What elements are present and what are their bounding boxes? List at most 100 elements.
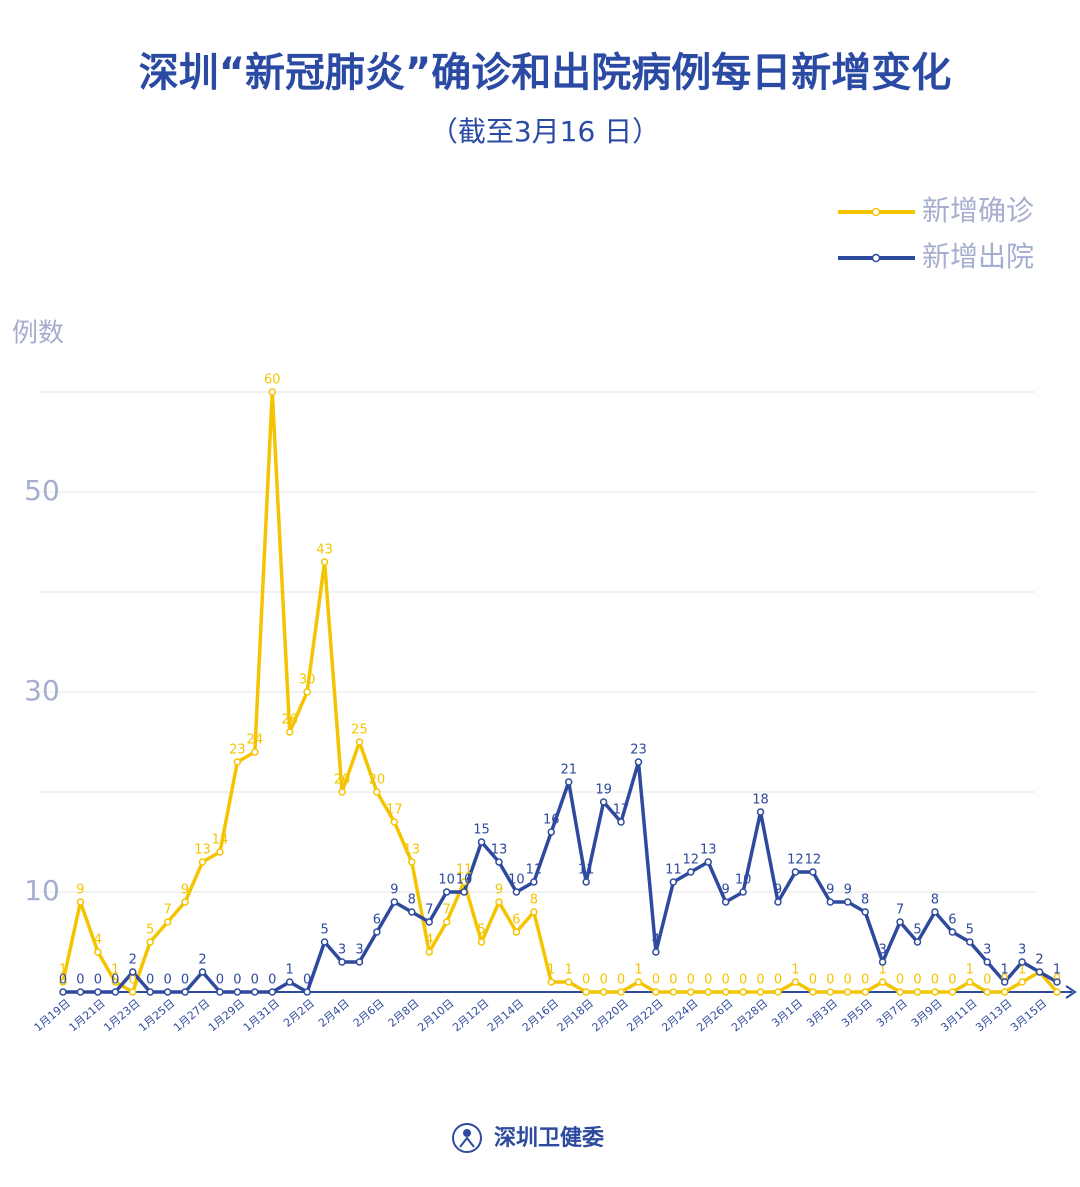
point bbox=[94, 988, 102, 996]
point bbox=[1000, 978, 1009, 986]
point bbox=[285, 728, 294, 736]
data-label: 2 bbox=[1035, 953, 1043, 968]
point bbox=[634, 978, 643, 986]
point bbox=[1035, 968, 1044, 976]
point bbox=[94, 948, 102, 956]
point bbox=[163, 988, 172, 996]
data-label: 21 bbox=[560, 763, 577, 778]
logo-body bbox=[459, 1136, 475, 1148]
point bbox=[216, 988, 224, 996]
data-label: 17 bbox=[613, 803, 630, 818]
data-label: 9 bbox=[844, 883, 852, 898]
data-label: 10 bbox=[456, 873, 473, 888]
point bbox=[477, 938, 486, 946]
data-label: 5 bbox=[966, 923, 974, 938]
data-label: 0 bbox=[181, 973, 189, 988]
data-label: 7 bbox=[425, 903, 433, 918]
point bbox=[129, 968, 137, 976]
point bbox=[948, 928, 957, 936]
point bbox=[826, 988, 835, 996]
point bbox=[338, 788, 346, 796]
point bbox=[530, 878, 538, 886]
point bbox=[495, 858, 503, 866]
point bbox=[843, 988, 852, 996]
data-label: 23 bbox=[229, 743, 246, 758]
point bbox=[181, 898, 189, 906]
point bbox=[687, 988, 695, 996]
data-label: 24 bbox=[247, 733, 264, 748]
data-label: 13 bbox=[700, 843, 717, 858]
point bbox=[460, 888, 468, 896]
point bbox=[652, 988, 660, 996]
data-label: 13 bbox=[194, 843, 211, 858]
data-label: 0 bbox=[652, 973, 660, 988]
point bbox=[599, 798, 608, 806]
data-label: 0 bbox=[896, 973, 904, 988]
point bbox=[547, 978, 556, 986]
point bbox=[146, 938, 154, 946]
point bbox=[198, 858, 207, 866]
data-label: 0 bbox=[251, 973, 259, 988]
point bbox=[373, 928, 381, 936]
data-label: 1 bbox=[111, 963, 119, 978]
point bbox=[59, 988, 67, 996]
point bbox=[512, 928, 521, 936]
point bbox=[756, 808, 765, 816]
data-label: 7 bbox=[443, 903, 451, 918]
data-label: 1 bbox=[1053, 963, 1061, 978]
point bbox=[1018, 978, 1026, 986]
data-label: 13 bbox=[403, 843, 420, 858]
data-label: 9 bbox=[495, 883, 503, 898]
point bbox=[303, 988, 311, 996]
data-label: 4 bbox=[425, 933, 433, 948]
point bbox=[425, 918, 433, 926]
point bbox=[251, 748, 259, 756]
point bbox=[931, 908, 939, 916]
point bbox=[442, 888, 451, 896]
point bbox=[704, 988, 712, 996]
data-label: 10 bbox=[438, 873, 455, 888]
point bbox=[809, 988, 817, 996]
point bbox=[285, 978, 294, 986]
data-label: 0 bbox=[59, 973, 67, 988]
point bbox=[460, 878, 468, 886]
data-label: 9 bbox=[390, 883, 398, 898]
data-label: 0 bbox=[268, 973, 276, 988]
point bbox=[669, 988, 678, 996]
data-label: 8 bbox=[530, 893, 538, 908]
data-label: 9 bbox=[76, 883, 84, 898]
data-label: 2 bbox=[129, 953, 137, 968]
data-label: 0 bbox=[861, 973, 869, 988]
data-label: 3 bbox=[338, 943, 346, 958]
data-label: 11 bbox=[526, 863, 543, 878]
point bbox=[198, 968, 207, 976]
data-label: 6 bbox=[948, 913, 956, 928]
data-label: 16 bbox=[543, 813, 560, 828]
data-label: 6 bbox=[373, 913, 381, 928]
point bbox=[408, 858, 416, 866]
point bbox=[163, 918, 172, 926]
point bbox=[303, 688, 311, 696]
data-label: 11 bbox=[578, 863, 595, 878]
data-label: 20 bbox=[334, 773, 351, 788]
data-label: 0 bbox=[913, 973, 921, 988]
data-label: 5 bbox=[146, 923, 154, 938]
point bbox=[442, 918, 451, 926]
point bbox=[216, 848, 224, 856]
point bbox=[355, 958, 364, 966]
data-label: 1 bbox=[1018, 963, 1026, 978]
chart-subtitle: （截至3月16 日） bbox=[430, 115, 660, 148]
data-label: 7 bbox=[896, 903, 904, 918]
line bbox=[61, 390, 1059, 994]
data-label: 11 bbox=[665, 863, 682, 878]
data-label: 1 bbox=[565, 963, 573, 978]
data-label: 11 bbox=[456, 863, 473, 878]
data-label: 4 bbox=[652, 933, 660, 948]
data-label: 2 bbox=[198, 953, 206, 968]
point bbox=[617, 818, 625, 826]
point bbox=[896, 988, 904, 996]
data-label: 5 bbox=[913, 923, 921, 938]
data-label: 12 bbox=[683, 853, 700, 868]
point bbox=[861, 988, 869, 996]
point bbox=[564, 778, 573, 786]
